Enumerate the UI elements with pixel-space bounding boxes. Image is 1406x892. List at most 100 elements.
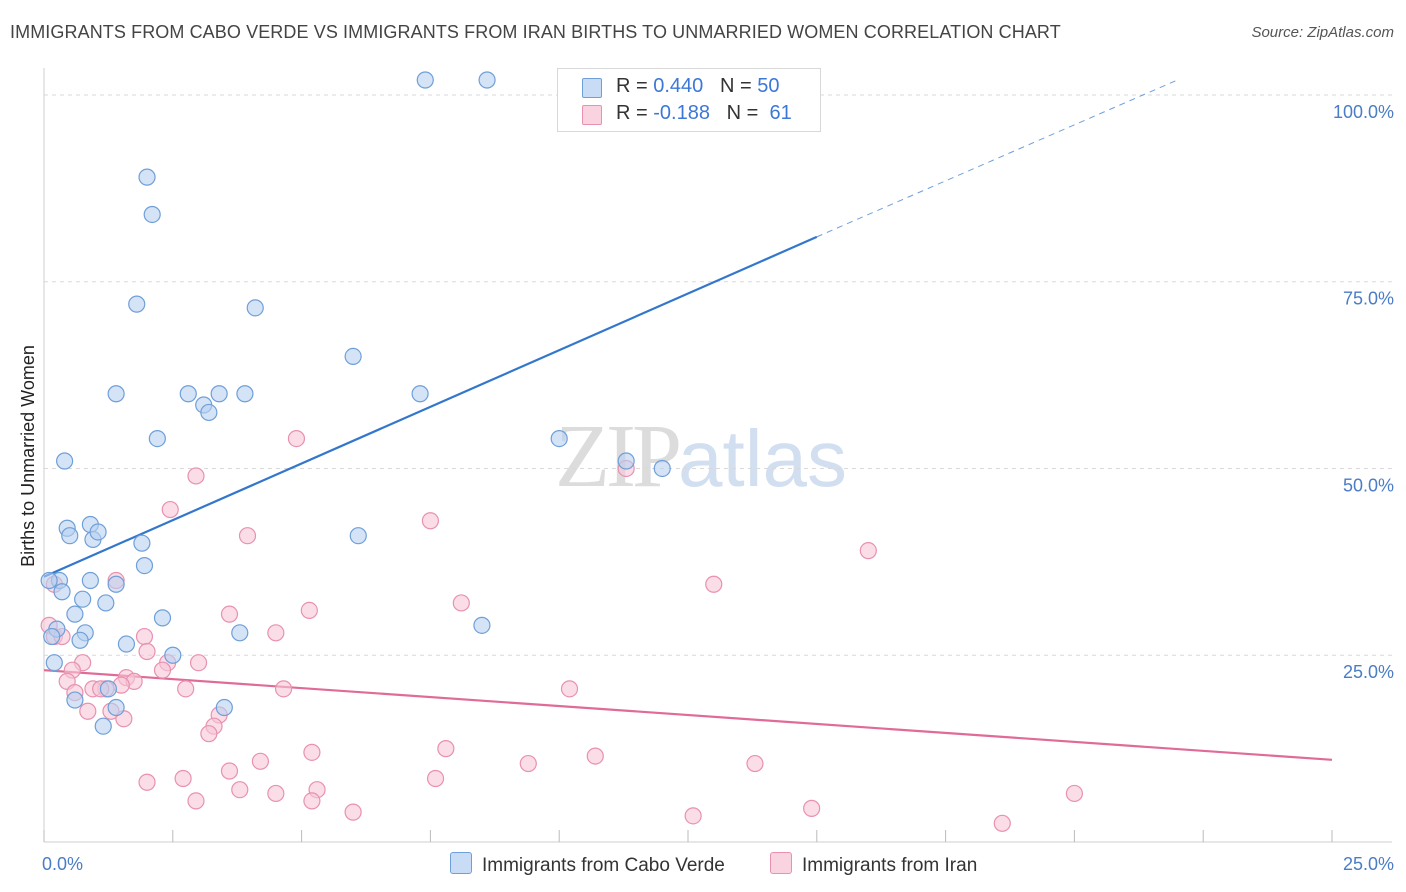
point-cabo-verde <box>45 654 63 672</box>
point-iran <box>238 527 257 545</box>
point-cabo-verde <box>148 429 166 448</box>
point-cabo-verde <box>473 616 491 634</box>
point-cabo-verde <box>478 71 496 89</box>
y-tick-label: 75.0% <box>1343 289 1394 309</box>
point-cabo-verde <box>117 635 136 653</box>
point-cabo-verde <box>133 534 151 552</box>
point-cabo-verde <box>344 347 362 366</box>
point-cabo-verde <box>236 385 254 403</box>
point-iran <box>746 754 764 773</box>
point-iran <box>300 601 318 620</box>
point-cabo-verde <box>411 385 429 403</box>
point-cabo-verde <box>246 299 264 317</box>
chart-title: IMMIGRANTS FROM CABO VERDE VS IMMIGRANTS… <box>10 22 1061 42</box>
point-cabo-verde <box>71 631 89 649</box>
legend-swatch-blue <box>582 78 602 98</box>
point-cabo-verde <box>153 609 172 627</box>
series-legend-iran: Immigrants from Iran <box>770 852 977 877</box>
point-iran <box>200 725 218 743</box>
legend-n-value: 50 <box>757 75 780 97</box>
point-iran <box>303 792 321 810</box>
watermark: ZIPatlas <box>555 405 847 508</box>
watermark-zip: ZIP <box>555 407 682 506</box>
point-cabo-verde <box>215 698 233 717</box>
legend-swatch-pink <box>582 105 602 125</box>
trend-line-iran <box>43 669 1333 761</box>
point-iran <box>267 784 285 803</box>
point-cabo-verde <box>550 429 568 448</box>
series-swatch-pink <box>770 852 792 874</box>
point-iran <box>187 467 205 485</box>
point-cabo-verde <box>179 385 197 403</box>
trend-line-cabo-verde-extension <box>816 79 1178 238</box>
point-iran <box>437 740 455 758</box>
point-cabo-verde <box>61 527 79 545</box>
point-cabo-verde <box>200 403 218 422</box>
point-cabo-verde <box>128 295 146 313</box>
point-cabo-verde <box>617 452 635 470</box>
data-points <box>40 71 1084 832</box>
point-iran <box>560 680 579 698</box>
point-iran <box>705 575 723 593</box>
legend-r-label: R = <box>616 75 648 97</box>
y-tick-label: 25.0% <box>1343 662 1394 682</box>
tick-labels: 25.0% 50.0% 75.0% 100.0% 0.0% 25.0% <box>42 102 1394 874</box>
point-cabo-verde <box>94 717 112 735</box>
x-tick-label: 0.0% <box>42 854 83 874</box>
point-iran <box>303 743 321 761</box>
point-cabo-verde <box>74 590 92 608</box>
point-cabo-verde <box>210 385 228 403</box>
point-cabo-verde <box>653 459 671 478</box>
series-label-cabo-verde: Immigrants from Cabo Verde <box>482 855 725 876</box>
point-cabo-verde <box>97 594 115 612</box>
legend-n-label: N = <box>719 75 752 97</box>
point-iran <box>859 542 877 560</box>
x-tick-label: 25.0% <box>1343 854 1394 874</box>
point-cabo-verde <box>107 698 125 717</box>
point-cabo-verde <box>81 571 99 590</box>
point-iran <box>993 814 1011 832</box>
point-cabo-verde <box>164 646 182 664</box>
grid <box>44 94 1392 656</box>
point-cabo-verde <box>349 527 367 545</box>
axes <box>43 68 1392 843</box>
point-cabo-verde <box>138 168 156 186</box>
point-iran <box>586 747 604 765</box>
point-iran <box>79 702 97 720</box>
point-iran <box>231 781 249 799</box>
point-cabo-verde <box>40 571 58 590</box>
point-cabo-verde <box>99 680 118 698</box>
point-iran <box>138 773 156 791</box>
point-cabo-verde <box>107 575 125 593</box>
point-iran <box>161 500 179 519</box>
point-iran <box>287 429 306 448</box>
point-cabo-verde <box>53 583 71 601</box>
point-iran <box>1065 784 1084 803</box>
series-label-iran: Immigrants from Iran <box>802 855 978 876</box>
point-iran <box>135 627 154 646</box>
point-iran <box>421 512 439 530</box>
legend-n-label: N = <box>726 102 759 124</box>
y-tick-label: 50.0% <box>1343 475 1394 495</box>
point-iran <box>274 680 293 698</box>
point-iran <box>344 803 362 821</box>
point-iran <box>138 642 156 661</box>
point-iran <box>177 680 195 698</box>
point-iran <box>251 752 269 770</box>
legend-r-label: R = <box>616 102 648 124</box>
trend-lines <box>43 79 1333 761</box>
source-label: Source: ZipAtlas.com <box>1251 24 1394 41</box>
point-iran <box>187 792 205 810</box>
point-cabo-verde <box>66 605 84 623</box>
point-cabo-verde <box>107 385 125 403</box>
point-iran <box>803 799 821 817</box>
legend-r-value: -0.188 <box>653 102 710 124</box>
point-iran <box>684 807 702 825</box>
series-legend-cabo-verde: Immigrants from Cabo Verde <box>450 852 725 877</box>
y-tick-label: 100.0% <box>1333 102 1394 122</box>
point-iran <box>267 624 285 642</box>
watermark-atlas: atlas <box>678 414 847 503</box>
y-axis-label: Births to Unmarried Women <box>18 345 38 567</box>
point-iran <box>426 769 445 788</box>
